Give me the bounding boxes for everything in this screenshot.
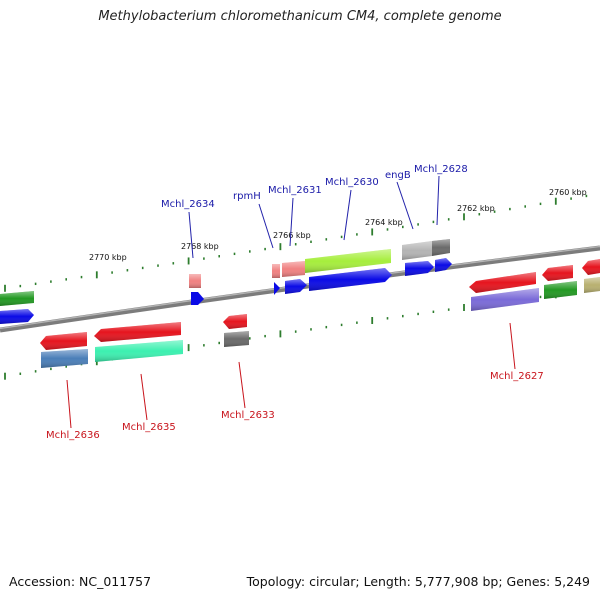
label-mchl-2634[interactable]: Mchl_2634 [161, 199, 215, 210]
gene-mchl-2627[interactable] [469, 272, 539, 311]
genome-summary-text: Topology: circular; Length: 5,777,908 bp… [246, 574, 590, 589]
label-mchl-2628[interactable]: Mchl_2628 [414, 164, 468, 175]
gene-right-edge-reverse-2[interactable] [582, 259, 600, 293]
scale-label-2766: 2766 kbp [273, 231, 311, 240]
reverse-leader-lines [66, 322, 516, 429]
scale-label-2770: 2770 kbp [89, 253, 127, 262]
gene-mchl-2635[interactable] [94, 322, 183, 362]
scale-label-2764: 2764 kbp [365, 218, 403, 227]
scale-label-2762: 2762 kbp [457, 204, 495, 213]
gene-engb[interactable] [402, 241, 434, 276]
label-mchl-2633[interactable]: Mchl_2633 [221, 410, 275, 421]
forward-scale-ticks [4, 194, 588, 292]
scale-label-2768: 2768 kbp [181, 242, 219, 251]
gene-mchl-2628[interactable] [432, 239, 452, 272]
label-mchl-2630[interactable]: Mchl_2630 [325, 177, 379, 188]
label-mchl-2635[interactable]: Mchl_2635 [122, 422, 176, 433]
label-mchl-2631[interactable]: Mchl_2631 [268, 185, 322, 196]
gene-left-edge-forward[interactable] [0, 291, 34, 324]
gene-mchl-2634[interactable] [189, 274, 204, 305]
label-rpmh[interactable]: rpmH [233, 191, 261, 202]
label-engb[interactable]: engB [385, 170, 411, 181]
forward-leader-lines [188, 175, 440, 259]
scale-label-2760: 2760 kbp [549, 188, 587, 197]
accession-text: Accession: NC_011757 [9, 574, 152, 589]
gene-mchl-2630[interactable] [305, 249, 392, 291]
map-title: Methylobacterium chloromethanicum CM4, c… [98, 9, 502, 24]
gene-mchl-2636[interactable] [40, 332, 88, 368]
label-mchl-2636[interactable]: Mchl_2636 [46, 430, 100, 441]
gene-mchl-2633[interactable] [223, 314, 249, 347]
label-mchl-2627[interactable]: Mchl_2627 [490, 371, 544, 382]
gene-right-edge-reverse-1[interactable] [542, 265, 577, 299]
gene-rpmh[interactable] [272, 264, 280, 295]
gene-mchl-2631[interactable] [282, 261, 307, 294]
